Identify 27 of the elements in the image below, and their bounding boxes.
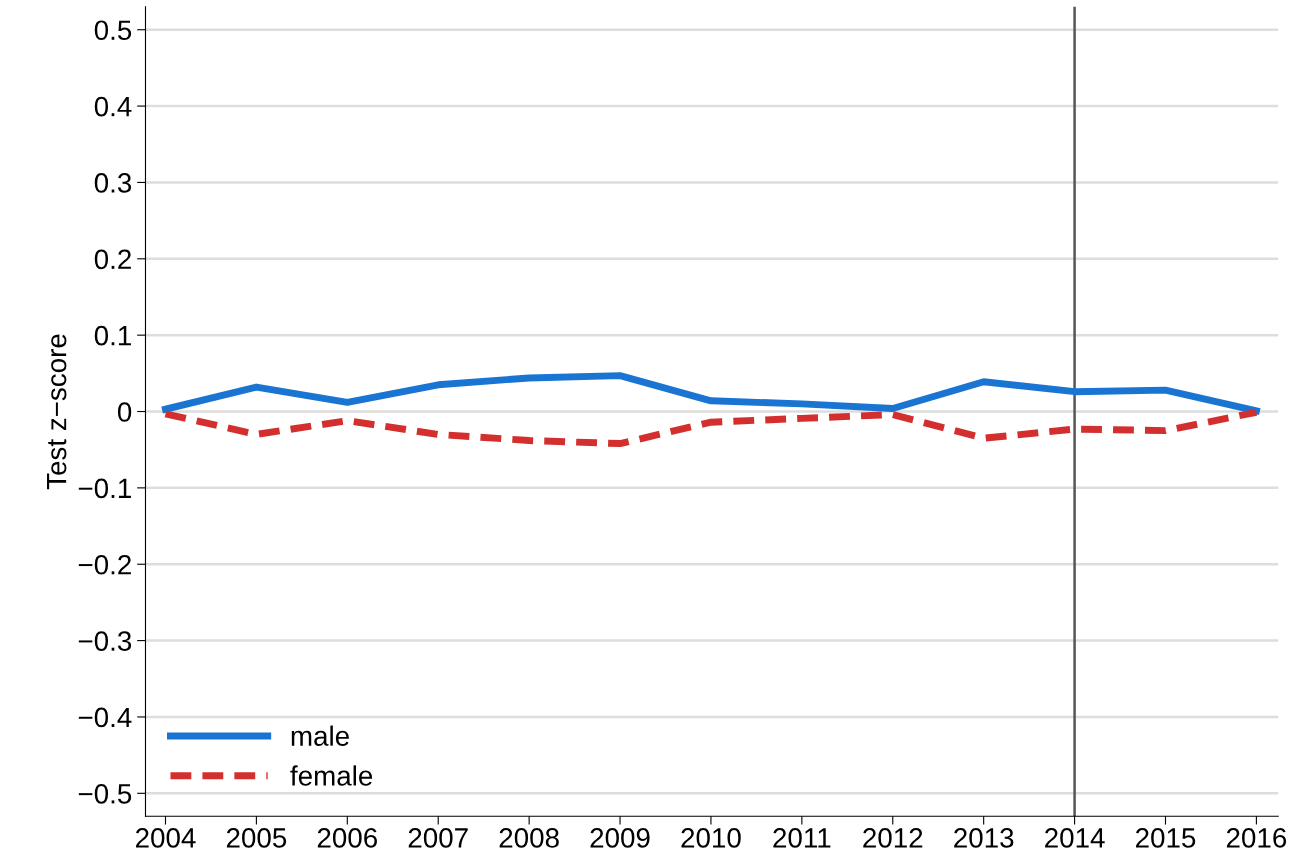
y-tick-label: −0.4 bbox=[78, 707, 132, 728]
x-tick-label: 2016 bbox=[1226, 828, 1287, 848]
y-tick-label: 0.1 bbox=[94, 325, 131, 346]
x-tick-label: 2012 bbox=[863, 828, 923, 848]
y-tick-label: 0.5 bbox=[94, 20, 132, 41]
x-tick-label: 2010 bbox=[681, 828, 741, 848]
x-tick-label: 2006 bbox=[317, 828, 377, 848]
y-tick-label: 0.4 bbox=[94, 96, 132, 117]
y-tick-label: −0.2 bbox=[78, 554, 131, 575]
y-tick-label: 0 bbox=[117, 402, 132, 422]
x-tick-label: 2013 bbox=[954, 828, 1014, 848]
y-tick-label: −0.5 bbox=[78, 783, 132, 804]
legend-label: female bbox=[290, 765, 373, 786]
x-tick-label: 2007 bbox=[408, 828, 468, 848]
x-tick-label: 2009 bbox=[590, 828, 650, 848]
x-tick-label: 2008 bbox=[499, 828, 559, 848]
x-tick-label: 2014 bbox=[1045, 828, 1105, 848]
x-tick-label: 2015 bbox=[1135, 828, 1196, 848]
y-tick-label: 0.3 bbox=[94, 173, 132, 193]
y-tick-label: −0.3 bbox=[78, 631, 132, 651]
x-tick-label: 2005 bbox=[226, 828, 287, 848]
y-axis-title: Test z−score bbox=[47, 334, 67, 490]
x-tick-label: 2011 bbox=[773, 828, 831, 848]
x-tick-label: 2004 bbox=[135, 828, 196, 848]
y-tick-label: −0.1 bbox=[78, 478, 131, 499]
legend-label: male bbox=[291, 725, 349, 746]
y-tick-label: 0.2 bbox=[94, 249, 131, 270]
